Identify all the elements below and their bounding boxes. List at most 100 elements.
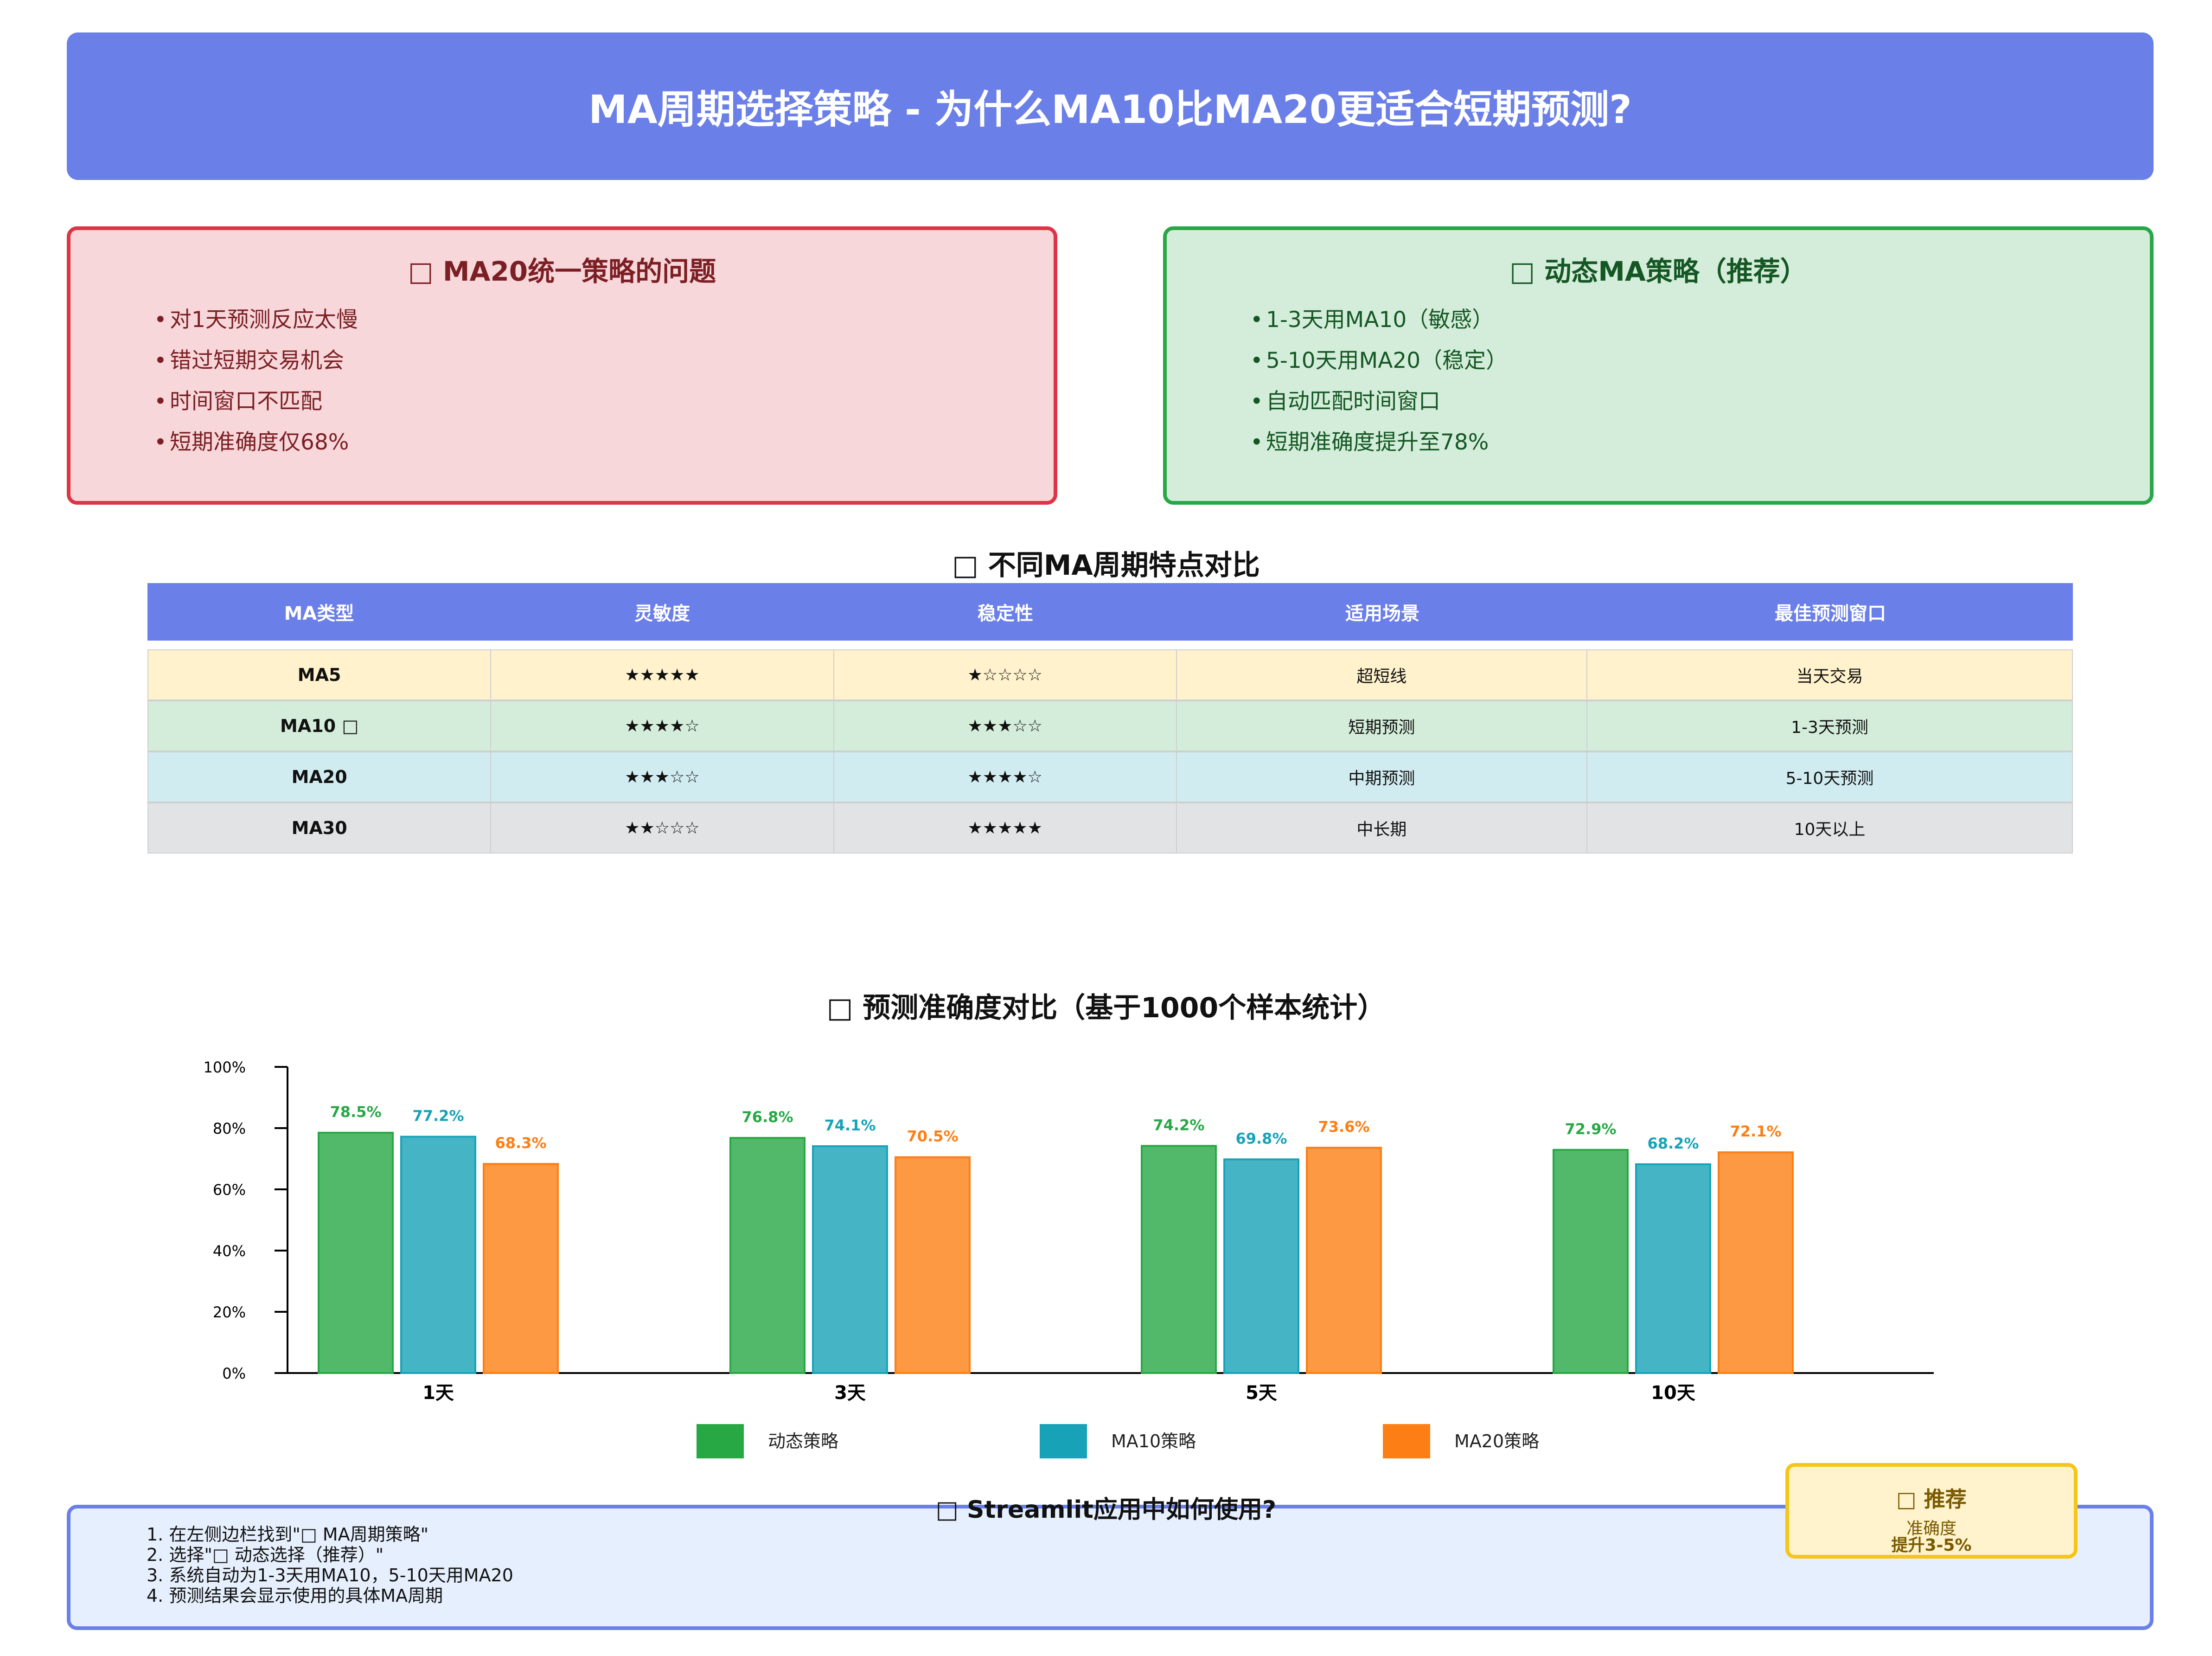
data-label: 68.3% (495, 1134, 546, 1152)
column-header: 稳定性 (978, 603, 1033, 624)
table-row: MA10 □ ★★★★☆ ★★★☆☆ 短期预测 1-3天预测 (147, 700, 2073, 751)
page-title: MA周期选择策略 - 为什么MA10比MA20更适合短期预测? (588, 86, 1632, 132)
bar (1718, 1151, 1794, 1374)
table-cell: ★★☆☆☆ (491, 803, 834, 853)
data-label: 68.2% (1647, 1135, 1699, 1152)
recommend-line2: 提升3-5% (1891, 1536, 1972, 1555)
solution-list: • 1-3天用MA10（敏感） • 5-10天用MA20（稳定） • 自动匹配时间窗口… (1250, 300, 1508, 463)
column-header: 最佳预测窗口 (1775, 603, 1886, 624)
bar (1553, 1149, 1629, 1374)
table-cell: 短期预测 (1177, 701, 1587, 751)
column-header: 灵敏度 (634, 603, 690, 624)
data-label: 72.1% (1730, 1123, 1781, 1140)
problem-item: • 错过短期交易机会 (154, 348, 344, 373)
table-cell: ★★★☆☆ (834, 701, 1177, 751)
y-tick-label: 0% (222, 1365, 246, 1382)
bar (812, 1145, 888, 1374)
bar (1635, 1163, 1711, 1374)
solution-item: • 自动匹配时间窗口 (1250, 389, 1440, 414)
table-cell: MA5 (148, 650, 492, 700)
usage-title: □ Streamlit应用中如何使用? (935, 1496, 1277, 1524)
problem-title-row: □ MA20统一策略的问题 (70, 250, 1054, 289)
x-tick-label: 1天 (422, 1382, 454, 1404)
table-row: MA5 ★★★★★ ★☆☆☆☆ 超短线 当天交易 (147, 649, 2073, 700)
problem-panel: □ MA20统一策略的问题 • 对1天预测反应太慢 • 错过短期交易机会 • 时间窗口… (67, 226, 1057, 505)
x-tick-label: 3天 (834, 1382, 866, 1404)
data-label: 72.9% (1565, 1120, 1616, 1138)
table-cell: 当天交易 (1796, 667, 1863, 686)
table-cell: ★★★★★ (491, 650, 834, 700)
problem-item: • 对1天预测反应太慢 (154, 307, 358, 333)
problem-title: MA20统一策略的问题 (442, 256, 716, 287)
table-cell: 中长期 (1177, 803, 1587, 853)
y-tick-label: 40% (213, 1242, 246, 1260)
legend-label: MA10策略 (1111, 1431, 1196, 1451)
bar (1141, 1145, 1217, 1374)
chart-title: □ 预测准确度对比（基于1000个样本统计） (826, 992, 1386, 1024)
accuracy-chart: 0% 20% 40% 60% 80% 100% 78.5% 77.2% 68.3% 1天 76.8%… (204, 1059, 1934, 1458)
table-cell: 5-10天预测 (1785, 769, 1874, 788)
data-label: 69.8% (1235, 1130, 1287, 1147)
legend-label: 动态策略 (768, 1431, 838, 1451)
solution-item: • 5-10天用MA20（稳定） (1250, 348, 1508, 373)
bulb-icon: □ (1896, 1487, 1917, 1512)
bar (1306, 1147, 1382, 1374)
chart-icon: □ (952, 549, 978, 582)
recommend-line1: 准确度 (1906, 1519, 1956, 1538)
data-label: 70.5% (907, 1128, 958, 1145)
problem-list: • 对1天预测反应太慢 • 错过短期交易机会 • 时间窗口不匹配 • 短期准确度仅68% (154, 300, 358, 463)
solution-panel: □ 动态MA策略（推荐） • 1-3天用MA10（敏感） • 5-10天用MA20（… (1163, 226, 2154, 505)
table-row: MA30 ★★☆☆☆ ★★★★★ 中长期 10天以上 (147, 802, 2073, 854)
solution-title-row: □ 动态MA策略（推荐） (1167, 250, 2150, 289)
legend-swatch (697, 1424, 744, 1458)
chart-icon: □ (826, 992, 853, 1024)
table-cell: ★★★★★ (834, 803, 1177, 853)
bar (318, 1131, 394, 1374)
data-label: 76.8% (742, 1108, 793, 1126)
recommend-badge: □ 推荐 准确度 提升3-5% (1785, 1463, 2078, 1559)
data-label: 77.2% (412, 1107, 464, 1124)
problem-item: • 时间窗口不匹配 (154, 389, 322, 414)
table-cell: ★★★☆☆ (491, 752, 834, 802)
bar (483, 1163, 559, 1374)
solution-title: 动态MA策略（推荐） (1544, 256, 1807, 287)
column-header: MA类型 (284, 603, 354, 624)
page-header: MA周期选择策略 - 为什么MA10比MA20更适合短期预测? (67, 32, 2154, 180)
question-icon: □ (935, 1496, 959, 1524)
usage-step: 1. 在左侧边栏找到"□ MA周期策略" (147, 1524, 429, 1545)
check-icon: □ (1509, 256, 1535, 287)
legend-swatch (1040, 1424, 1087, 1458)
x-tick-label: 10天 (1651, 1382, 1695, 1404)
table-cell: MA30 (148, 803, 492, 853)
table-cell: ★★★★☆ (834, 752, 1177, 802)
y-tick-label: 100% (204, 1059, 246, 1076)
legend-swatch (1383, 1424, 1430, 1458)
table-cell: ★★★★☆ (491, 701, 834, 751)
table-cell: ★☆☆☆☆ (834, 650, 1177, 700)
bar (1223, 1158, 1299, 1374)
solution-item: • 1-3天用MA10（敏感） (1250, 307, 1494, 333)
table-title: □ 不同MA周期特点对比 (952, 549, 1260, 582)
data-label: 74.1% (824, 1117, 876, 1134)
column-header: 适用场景 (1345, 603, 1419, 624)
table-cell: 超短线 (1177, 650, 1587, 700)
y-tick-label: 20% (213, 1303, 246, 1321)
x-tick-label: 5天 (1246, 1382, 1277, 1404)
solution-item: • 短期准确度提升至78% (1250, 430, 1489, 455)
cross-icon: □ (408, 256, 434, 287)
recommend-title: □ 推荐 (1896, 1487, 1967, 1512)
problem-item: • 短期准确度仅68% (154, 430, 349, 455)
usage-step: 3. 系统自动为1-3天用MA10，5-10天用MA20 (147, 1565, 513, 1585)
usage-list: 1. 在左侧边栏找到"□ MA周期策略" 2. 选择"□ 动态选择（推荐）" 3… (147, 1524, 513, 1606)
table-row: MA20 ★★★☆☆ ★★★★☆ 中期预测 5-10天预测 (147, 751, 2073, 802)
table-cell: 10天以上 (1794, 820, 1866, 839)
usage-step: 4. 预测结果会显示使用的具体MA周期 (147, 1585, 443, 1606)
legend-label: MA20策略 (1454, 1431, 1539, 1451)
bar (729, 1137, 806, 1374)
data-label: 74.2% (1153, 1116, 1204, 1134)
usage-step: 2. 选择"□ 动态选择（推荐）" (147, 1545, 384, 1565)
table-header: MA类型 灵敏度 稳定性 适用场景 最佳预测窗口 (147, 583, 2073, 641)
table-cell: 1-3天预测 (1791, 718, 1868, 737)
bar (400, 1136, 476, 1374)
y-tick-label: 60% (213, 1181, 246, 1199)
